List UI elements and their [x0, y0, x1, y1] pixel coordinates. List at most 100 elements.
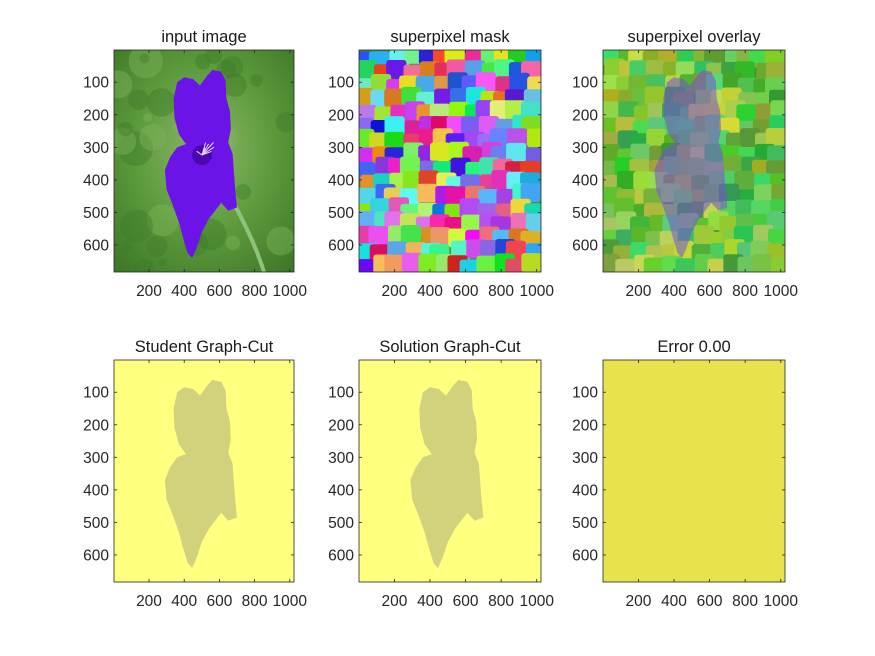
- superpixel: [603, 101, 619, 121]
- input-photo: [114, 50, 294, 272]
- x-tick-label: 200: [381, 283, 407, 300]
- y-tick-label: 200: [83, 417, 109, 434]
- superpixel: [525, 213, 541, 233]
- superpixel: [753, 184, 775, 204]
- superpixel: [765, 128, 785, 147]
- y-tick-label: 500: [83, 205, 109, 222]
- superpixel: [384, 131, 405, 151]
- y-tick-label: 500: [83, 515, 109, 532]
- y-tick-label: 200: [328, 417, 354, 434]
- y-tick-label: 100: [572, 75, 598, 92]
- x-tick-label: 400: [417, 593, 443, 610]
- superpixel: [734, 170, 755, 190]
- x-tick-label: 800: [732, 283, 758, 300]
- superpixel: [764, 50, 785, 64]
- y-tick-label: 300: [572, 450, 598, 467]
- x-tick-label: 200: [625, 593, 651, 610]
- y-tick-label: 400: [328, 172, 354, 189]
- superpixel: [434, 88, 455, 108]
- superpixel: [359, 259, 378, 272]
- y-tick-label: 400: [83, 172, 109, 189]
- superpixel: [737, 77, 758, 97]
- x-tick-label: 400: [171, 283, 197, 300]
- y-tick-label: 600: [328, 548, 354, 565]
- y-tick-label: 300: [83, 450, 109, 467]
- subplot-student: Student Graph-Cut 200 400 600 800 1000 100 200 3…: [83, 338, 307, 610]
- superpixel: [430, 227, 451, 246]
- x-tick-label: 1000: [273, 593, 308, 610]
- y-tick-label: 200: [572, 107, 598, 124]
- superpixel: [386, 60, 407, 79]
- superpixel: [359, 87, 374, 107]
- x-tick-label: 1000: [273, 283, 308, 300]
- superpixel: [675, 258, 696, 272]
- superpixel: [509, 72, 530, 92]
- superpixel: [767, 145, 785, 165]
- superpixel: [615, 258, 636, 272]
- x-tick-label: 200: [136, 283, 162, 300]
- y-tick-label: 200: [328, 107, 354, 124]
- y-tick-label: 600: [572, 548, 598, 565]
- superpixel: [359, 147, 375, 167]
- superpixel: [618, 101, 639, 120]
- x-tick-label: 1000: [763, 593, 798, 610]
- superpixel: [603, 75, 620, 94]
- subplot-title: Student Graph-Cut: [135, 338, 274, 356]
- x-tick-label: 600: [697, 593, 723, 610]
- axes-frame: [358, 49, 542, 273]
- subplot-title: Solution Graph-Cut: [379, 338, 521, 356]
- x-tick-label: 1000: [519, 283, 554, 300]
- foreground-region: [410, 379, 484, 568]
- superpixel: [646, 129, 667, 148]
- x-tick-label: 400: [661, 283, 687, 300]
- superpixel: [430, 142, 451, 162]
- superpixel: [359, 60, 377, 79]
- overlay-image: [603, 50, 785, 272]
- subplot-title: superpixel mask: [390, 28, 510, 46]
- superpixel: [770, 256, 785, 272]
- x-tick-label: 200: [381, 593, 407, 610]
- y-tick-label: 100: [572, 385, 598, 402]
- subplot-error: Error 0.00 200 400 600 800 1000 100 200 300 400 50…: [572, 338, 798, 610]
- error-map: [603, 360, 785, 582]
- y-tick-label: 600: [83, 548, 109, 565]
- superpixel: [506, 128, 528, 148]
- superpixel: [768, 228, 785, 248]
- axes-frame: [113, 49, 295, 273]
- subplot-grid: input image 200 400 600 800 1000 100 200 300 400 5…: [83, 28, 798, 610]
- x-tick-label: 400: [171, 593, 197, 610]
- superpixel: [616, 170, 638, 190]
- superpixel: [629, 60, 650, 80]
- y-tick-label: 400: [572, 172, 598, 189]
- superpixel: [506, 142, 527, 162]
- x-tick-label: 400: [661, 593, 687, 610]
- superpixel: [505, 258, 526, 272]
- superpixel: [371, 74, 392, 93]
- superpixel: [400, 225, 421, 244]
- superpixel: [368, 226, 389, 245]
- superpixel: [770, 100, 785, 120]
- superpixel: [459, 259, 480, 272]
- x-tick-label: 600: [697, 283, 723, 300]
- superpixel: [752, 254, 773, 272]
- superpixel: [417, 183, 438, 203]
- superpixel: [736, 104, 757, 124]
- mask-image: [359, 50, 541, 272]
- subplot-input: input image 200 400 600 800 1000 100 200 300 400 5…: [83, 28, 307, 300]
- y-tick-label: 400: [328, 482, 354, 499]
- superpixel: [723, 155, 744, 175]
- x-tick-label: 800: [242, 593, 268, 610]
- y-tick-label: 600: [83, 238, 109, 255]
- x-tick-label: 800: [488, 593, 514, 610]
- subplot-title: input image: [161, 28, 246, 46]
- y-tick-label: 200: [572, 417, 598, 434]
- y-tick-label: 300: [328, 140, 354, 157]
- superpixel: [693, 225, 714, 245]
- x-tick-label: 600: [453, 283, 479, 300]
- superpixel: [643, 257, 664, 272]
- superpixel: [527, 128, 541, 148]
- superpixel: [521, 253, 541, 272]
- superpixel: [448, 101, 470, 121]
- superpixel: [478, 189, 499, 208]
